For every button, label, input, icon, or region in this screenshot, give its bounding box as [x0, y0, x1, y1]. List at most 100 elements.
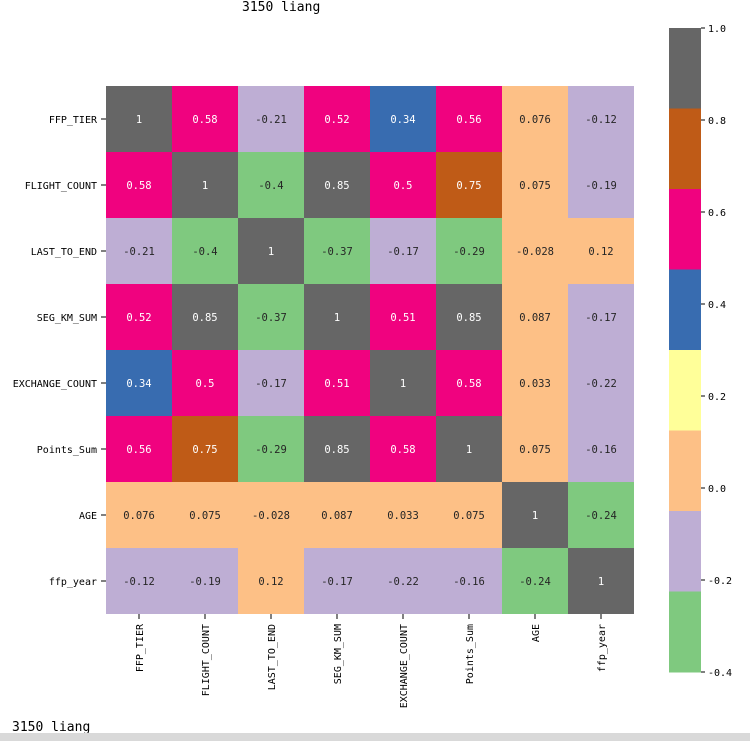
- heatmap-cell: [106, 218, 172, 284]
- cell-value-label: 0.58: [192, 114, 217, 126]
- heatmap-cell: [436, 152, 502, 218]
- heatmap-cell: [436, 86, 502, 152]
- scroll-region[interactable]: [0, 733, 750, 741]
- cell-value-label: 1: [334, 312, 340, 324]
- column-tick-label: FLIGHT_COUNT: [201, 624, 212, 696]
- colorbar-tick-label: -0.4: [708, 668, 732, 679]
- heatmap-cell: [304, 416, 370, 482]
- cell-value-label: -0.29: [453, 246, 485, 258]
- cell-value-label: 1: [466, 444, 472, 456]
- colorbar-band: [669, 430, 701, 512]
- row-tick-labels: FFP_TIER FLIGHT_COUNT LAST_TO_END SEG_KM_SU…: [13, 115, 106, 588]
- heatmap-cell: [304, 284, 370, 350]
- cell-value-label: 0.075: [519, 180, 551, 192]
- colorbar-band: [669, 189, 701, 270]
- cell-value-label: 0.58: [456, 378, 481, 390]
- cell-value-label: 1: [202, 180, 208, 192]
- console-output: 3150 liang: [12, 720, 91, 735]
- cell-value-label: 0.56: [456, 114, 481, 126]
- cell-value-label: -0.21: [255, 114, 287, 126]
- colorbar-tick-label: 1.0: [708, 24, 726, 35]
- heatmap-cell: [172, 350, 238, 416]
- cell-value-label: -0.17: [321, 576, 353, 588]
- heatmap-cell: [238, 548, 304, 614]
- heatmap-cell: [502, 482, 568, 548]
- cell-value-label: 1: [598, 576, 604, 588]
- heatmap-cell: [238, 218, 304, 284]
- cell-value-label: 0.56: [126, 444, 151, 456]
- heatmap-cell: [502, 152, 568, 218]
- heatmap-cell: [106, 416, 172, 482]
- heatmap-cell: [502, 548, 568, 614]
- heatmap-cell: [436, 350, 502, 416]
- cell-value-label: 0.087: [321, 510, 353, 522]
- cell-value-label: -0.24: [519, 576, 551, 588]
- heatmap-cell: [172, 416, 238, 482]
- colorbar-tick-label: 0.0: [708, 484, 726, 495]
- row-tick-label: LAST_TO_END: [31, 247, 97, 258]
- heatmap-cell: [370, 350, 436, 416]
- cell-value-label: -0.37: [255, 312, 287, 324]
- heatmap-cell: [172, 482, 238, 548]
- colorbar-tick-label: 0.4: [708, 300, 726, 311]
- heatmap-cell: [436, 548, 502, 614]
- cell-value-label: -0.19: [189, 576, 221, 588]
- row-tick-label: EXCHANGE_COUNT: [13, 379, 97, 390]
- heatmap-cell: [172, 152, 238, 218]
- cell-value-label: 1: [268, 246, 274, 258]
- heatmap-cell: [238, 482, 304, 548]
- heatmap-cell: [568, 548, 634, 614]
- cell-value-label: -0.17: [585, 312, 617, 324]
- heatmap-cell: [172, 548, 238, 614]
- cell-value-label: 0.075: [189, 510, 221, 522]
- cell-value-label: 0.075: [453, 510, 485, 522]
- cell-value-label: 0.5: [394, 180, 413, 192]
- cell-value-label: 0.033: [387, 510, 419, 522]
- cell-value-label: -0.16: [585, 444, 617, 456]
- cell-value-label: -0.24: [585, 510, 617, 522]
- column-tick-labels: FFP_TIER FLIGHT_COUNT LAST_TO_END SEG_KM_SU…: [135, 614, 608, 708]
- cell-value-label: -0.17: [255, 378, 287, 390]
- heatmap-cell: [502, 284, 568, 350]
- colorbar: 1.0 0.8 0.6 0.4 0.2 0.0 -0.2 -0.4: [669, 24, 732, 679]
- heatmap-cell: [238, 152, 304, 218]
- heatmap-cell: [106, 482, 172, 548]
- cell-value-label: -0.12: [585, 114, 617, 126]
- cell-value-label: 0.033: [519, 378, 551, 390]
- heatmap-cells: 1 0.58 -0.21 0.52 0.34 0.56 0.076 -0.12 0.58 1 -0.…: [106, 86, 634, 614]
- heatmap-cell: [304, 482, 370, 548]
- colorbar-tick-label: -0.2: [708, 576, 732, 587]
- heatmap-cell: [106, 284, 172, 350]
- heatmap-cell: [238, 350, 304, 416]
- heatmap-cell: [304, 152, 370, 218]
- row-tick-label: SEG_KM_SUM: [37, 313, 97, 324]
- colorbar-band: [669, 269, 701, 351]
- cell-value-label: -0.028: [252, 510, 290, 522]
- cell-value-label: 0.12: [588, 246, 613, 258]
- heatmap-cell: [502, 218, 568, 284]
- heatmap-cell: [238, 284, 304, 350]
- cell-value-label: 0.076: [519, 114, 551, 126]
- heatmap-cell: [370, 416, 436, 482]
- colorbar-band: [669, 108, 701, 190]
- heatmap-cell: [436, 284, 502, 350]
- cell-value-label: 0.12: [258, 576, 283, 588]
- heatmap-cell: [304, 86, 370, 152]
- heatmap-cell: [502, 86, 568, 152]
- row-tick-label: AGE: [79, 511, 97, 522]
- heatmap-cell: [568, 218, 634, 284]
- figure-title: 3150 liang: [242, 0, 321, 15]
- row-tick-label: Points_Sum: [37, 445, 97, 456]
- heatmap-cell: [370, 152, 436, 218]
- cell-value-label: 0.076: [123, 510, 155, 522]
- cell-value-label: 0.75: [192, 444, 217, 456]
- cell-value-label: 0.85: [456, 312, 481, 324]
- cell-value-label: 0.85: [324, 444, 349, 456]
- cell-value-label: -0.028: [516, 246, 554, 258]
- cell-value-label: -0.22: [387, 576, 419, 588]
- cell-value-label: -0.21: [123, 246, 155, 258]
- row-tick-label: ffp_year: [49, 577, 97, 588]
- cell-value-label: 0.087: [519, 312, 551, 324]
- colorbar-tick-label: 0.6: [708, 208, 726, 219]
